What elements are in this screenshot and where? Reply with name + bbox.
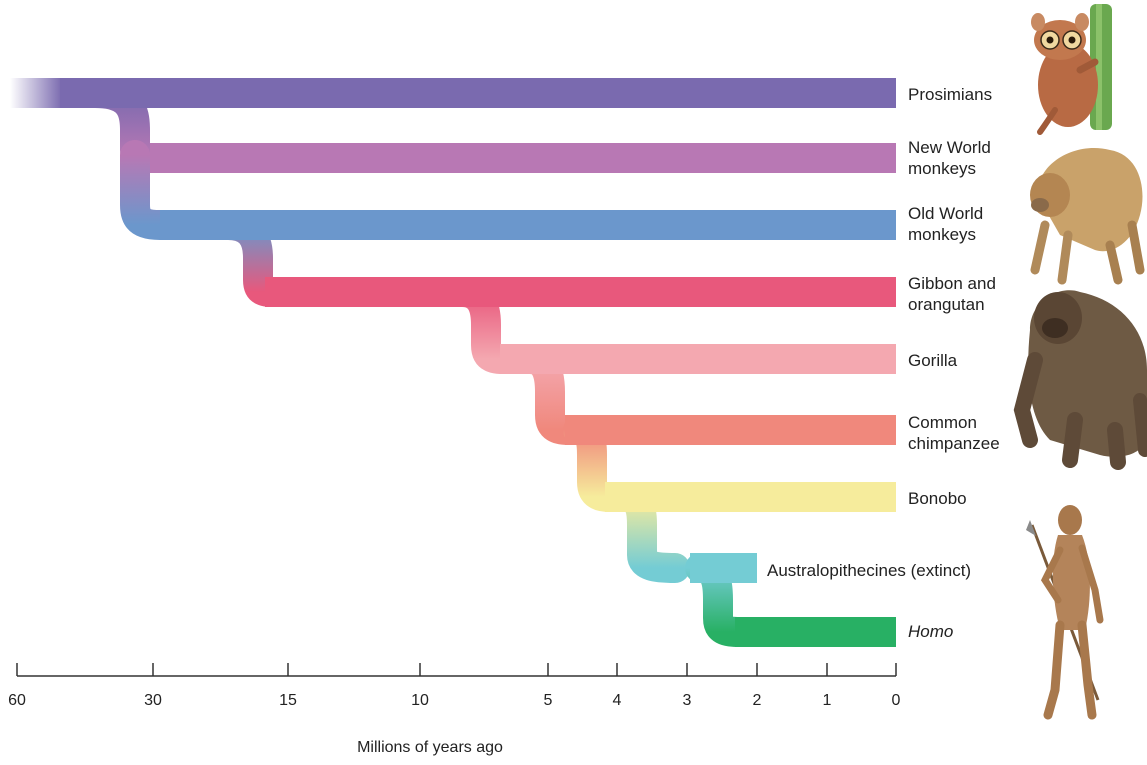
branch-old-world-monkeys xyxy=(160,210,896,240)
baboon-illustration xyxy=(1030,148,1145,285)
axis-tick-label: 60 xyxy=(8,692,26,709)
label-line: Prosimians xyxy=(908,85,993,104)
label-line: Bonobo xyxy=(908,489,967,508)
branch-gibbon-orangutan xyxy=(265,277,896,307)
label-gibbon-orangutan: Gibbon and orangutan xyxy=(908,273,996,315)
label-line: Homo xyxy=(908,622,954,641)
branch-prosimians xyxy=(60,78,896,108)
label-homo: Homo xyxy=(908,621,953,642)
label-gorilla: Gorilla xyxy=(908,350,957,371)
hominin-illustration xyxy=(1026,505,1104,720)
label-prosimians: Prosimians xyxy=(908,84,992,105)
branch-gorilla xyxy=(500,344,896,374)
axis-tick-label: 3 xyxy=(683,692,692,709)
label-old-world-monkeys: Old World monkeys xyxy=(908,203,983,245)
label-line: Common xyxy=(908,413,977,432)
label-line: monkeys xyxy=(908,159,977,178)
axis-tick-label: 4 xyxy=(613,692,622,709)
axis-tick-label: 30 xyxy=(144,692,162,709)
branch-new-world-monkeys xyxy=(150,143,896,173)
gorilla-illustration xyxy=(1013,290,1147,470)
label-line: chimpanzee xyxy=(908,434,1000,453)
label-line: monkeys xyxy=(908,225,977,244)
label-line: Gibbon and xyxy=(908,274,996,293)
branch-connector xyxy=(120,140,175,240)
branch-homo xyxy=(735,617,896,647)
axis-title: Millions of years ago xyxy=(357,739,503,756)
axis-tick-label: 0 xyxy=(892,692,901,709)
tarsier-illustration xyxy=(1031,4,1112,135)
axis-tick-label: 15 xyxy=(279,692,297,709)
axis-tick-label: 1 xyxy=(823,692,832,709)
label-line: Old World xyxy=(908,204,984,223)
label-common-chimpanzee: Common chimpanzee xyxy=(908,412,1000,454)
label-new-world-monkeys: New World monkeys xyxy=(908,137,991,179)
label-bonobo: Bonobo xyxy=(908,488,967,509)
label-line: Australopithecines (extinct) xyxy=(767,561,972,580)
label-line: Gorilla xyxy=(908,351,958,370)
label-line: New World xyxy=(908,138,991,157)
axis-tick-label: 5 xyxy=(544,692,553,709)
label-line: orangutan xyxy=(908,295,985,314)
branch-bonobo xyxy=(605,482,896,512)
axis-tick-label: 2 xyxy=(753,692,762,709)
axis-tick-label: 10 xyxy=(411,692,429,709)
branch-australopithecines xyxy=(690,553,757,583)
branch-origin-fade xyxy=(10,78,62,108)
label-australopithecines: Australopithecines (extinct) xyxy=(767,560,971,581)
branch-common-chimpanzee xyxy=(565,415,896,445)
